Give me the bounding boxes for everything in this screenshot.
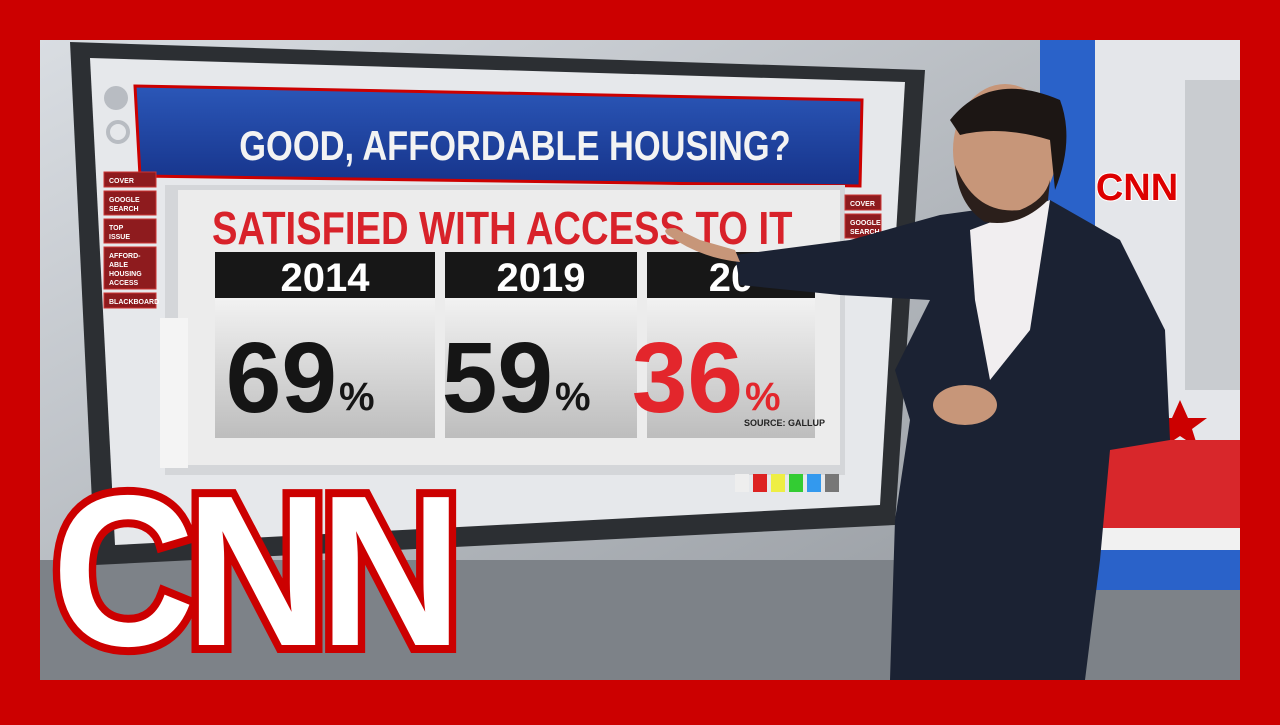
menu-label: BLACKBOARD	[109, 299, 159, 306]
menu-label: AFFORD-	[109, 253, 141, 260]
blue-stripe	[1080, 550, 1240, 590]
menu-label: ISSUE	[109, 234, 130, 241]
red-stripes	[1095, 440, 1240, 530]
percent-number: 36	[632, 322, 743, 434]
menu-button	[103, 292, 157, 309]
menu-label: SEARCH	[850, 229, 880, 236]
menu-left: COVER GOOGLE SEARCH TOP ISSUE AFFORD- ABLE HOUS…	[103, 171, 159, 309]
value-cell	[647, 298, 815, 438]
year-header	[215, 252, 435, 298]
menu-label: COVER	[850, 201, 875, 208]
menu-button	[103, 246, 157, 290]
gear-icon	[104, 86, 128, 110]
year: 2014	[281, 256, 371, 300]
menu-button	[103, 190, 157, 216]
value-cell	[445, 298, 637, 438]
menu-label: HOUSING	[109, 271, 142, 278]
building	[1185, 80, 1240, 390]
menu-label: GOOGLE	[109, 197, 140, 204]
presenter	[665, 84, 1170, 680]
percent-unit: %	[555, 375, 591, 419]
percent-unit: %	[745, 375, 781, 419]
percent-unit: %	[339, 375, 375, 419]
year: 2019	[497, 256, 586, 300]
cnn-logo: CNN	[52, 450, 453, 690]
star-column	[160, 318, 188, 468]
menu-label: COVER	[109, 178, 134, 185]
background-logo: CNN	[1096, 167, 1178, 209]
menu-label: ABLE	[109, 262, 128, 269]
title-bar	[133, 84, 864, 188]
menu-button	[103, 218, 157, 244]
menu-button	[844, 194, 882, 211]
color-swatches	[735, 474, 839, 492]
menu-label: TOP	[109, 225, 124, 232]
refresh-icon	[106, 120, 130, 144]
year-header	[445, 252, 637, 298]
value-cell	[215, 298, 435, 438]
white-stripe	[1095, 528, 1240, 550]
menu-label: GOOGLE	[850, 220, 881, 227]
menu-label: ACCESS	[109, 280, 139, 287]
menu-label: SEARCH	[109, 206, 139, 213]
percent-number: 59	[442, 322, 553, 434]
menu-button	[103, 171, 157, 188]
board-title: GOOD, AFFORDABLE HOUSING?	[239, 123, 790, 170]
source: SOURCE: GALLUP	[744, 418, 825, 428]
percent-number: 69	[226, 322, 337, 434]
